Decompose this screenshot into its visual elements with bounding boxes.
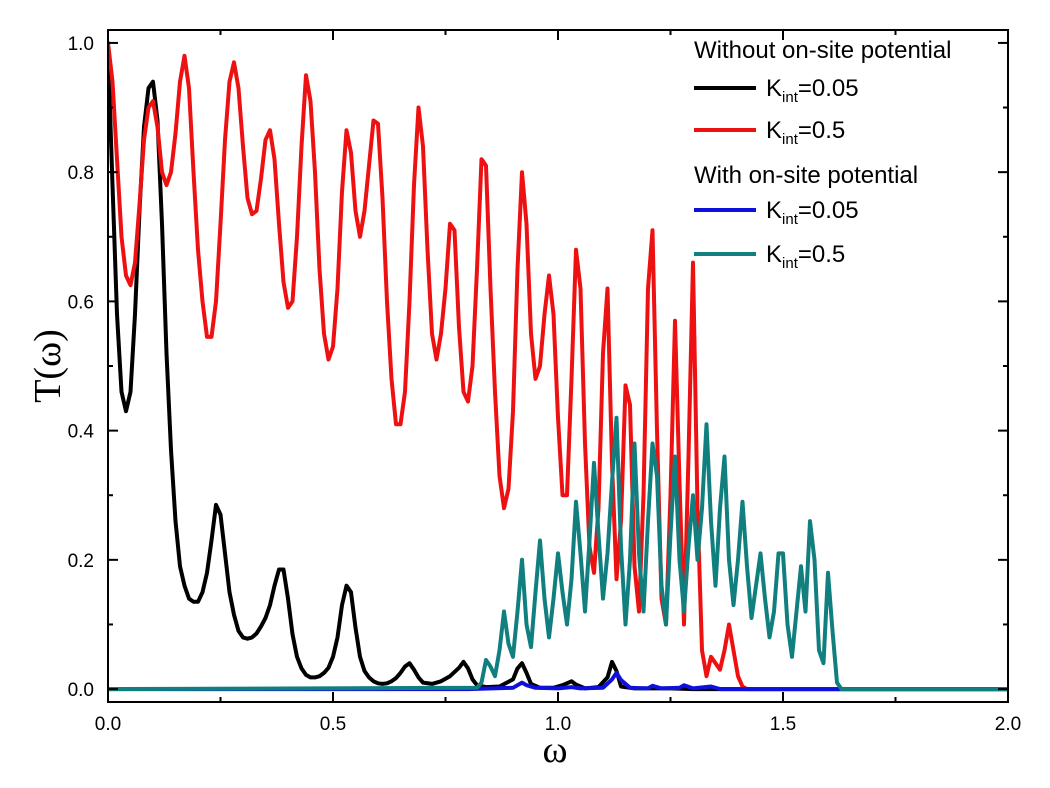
series-line-k005-without bbox=[108, 47, 1008, 692]
y-tick-label: 0.2 bbox=[68, 551, 94, 572]
x-tick-label: 1.0 bbox=[545, 714, 571, 735]
y-tick-label: 0.4 bbox=[68, 422, 95, 443]
series-line-k005-with bbox=[108, 670, 1008, 692]
y-tick-label: 0.0 bbox=[68, 680, 94, 701]
x-tick-label: 0.0 bbox=[95, 714, 121, 735]
y-tick-label: 1.0 bbox=[68, 34, 94, 55]
series-line-k05-without bbox=[108, 40, 1008, 692]
series-layer bbox=[108, 40, 1008, 692]
y-tick-label: 0.6 bbox=[68, 292, 94, 313]
ticks-layer bbox=[107, 30, 1009, 702]
series-line-k05-with bbox=[108, 415, 1008, 692]
legend-label-k05-with: Kint=0.5 bbox=[766, 241, 845, 272]
x-axis-title: ω bbox=[542, 729, 567, 771]
x-tick-label: 2.0 bbox=[995, 714, 1021, 735]
legend-label-k005-with: Kint=0.05 bbox=[766, 197, 859, 228]
legend-heading-without: Without on-site potential bbox=[694, 37, 951, 64]
y-tick-label: 0.8 bbox=[68, 163, 94, 184]
y-axis-title: T(ω) bbox=[27, 329, 69, 403]
x-tick-label: 0.5 bbox=[320, 714, 346, 735]
legend: Without on-site potential Kint=0.05 Kint… bbox=[694, 37, 951, 272]
legend-label-k005-without: Kint=0.05 bbox=[766, 75, 859, 106]
legend-label-k05-without: Kint=0.5 bbox=[766, 117, 845, 148]
legend-heading-with: With on-site potential bbox=[694, 162, 918, 189]
x-tick-label: 1.5 bbox=[770, 714, 796, 735]
tick-labels: 0.0 0.5 1.0 1.5 2.0 0.0 0.2 0.4 0.6 0.8 1.0 bbox=[68, 34, 1022, 735]
